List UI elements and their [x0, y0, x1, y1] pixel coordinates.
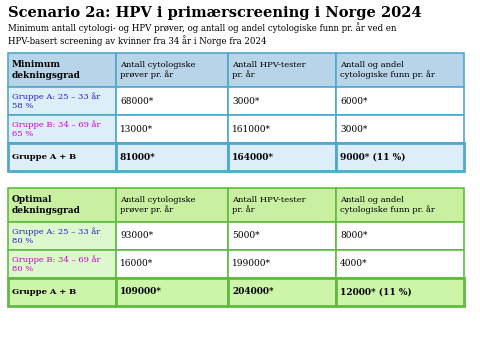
Text: Gruppe A + B: Gruppe A + B [12, 288, 76, 296]
Text: Gruppe B: 34 – 69 år
65 %: Gruppe B: 34 – 69 år 65 % [12, 120, 100, 138]
Bar [116, 87, 228, 115]
Text: 164000*: 164000* [232, 153, 274, 162]
Text: 4000*: 4000* [340, 260, 368, 269]
Text: 204000*: 204000* [232, 288, 274, 297]
Bar [8, 53, 116, 87]
Bar [228, 143, 336, 171]
Text: Gruppe B: 34 – 69 år
80 %: Gruppe B: 34 – 69 år 80 % [12, 255, 100, 273]
Bar [116, 250, 228, 278]
Text: 81000*: 81000* [120, 153, 156, 162]
Text: 9000* (11 %): 9000* (11 %) [340, 153, 406, 162]
Bar [228, 53, 336, 87]
Bar [228, 250, 336, 278]
Text: 6000*: 6000* [340, 96, 368, 105]
Bar [336, 222, 464, 250]
Bar [336, 188, 464, 222]
Text: Antall HPV-tester
pr. år: Antall HPV-tester pr. år [232, 196, 306, 214]
Bar [8, 278, 116, 306]
Bar [336, 115, 464, 143]
Bar [116, 115, 228, 143]
Bar [336, 87, 464, 115]
Text: 16000*: 16000* [120, 260, 153, 269]
Text: Gruppe A: 25 – 33 år
80 %: Gruppe A: 25 – 33 år 80 % [12, 227, 100, 245]
Text: Gruppe A: 25 – 33 år
58 %: Gruppe A: 25 – 33 år 58 % [12, 92, 100, 110]
Text: 3000*: 3000* [232, 96, 259, 105]
Text: 199000*: 199000* [232, 260, 271, 269]
Bar [336, 53, 464, 87]
Text: Minimum
dekningsgrad: Minimum dekningsgrad [12, 60, 81, 80]
Bar [8, 250, 116, 278]
Bar [116, 143, 228, 171]
Text: Antall cytologiske
prøver pr. år: Antall cytologiske prøver pr. år [120, 61, 195, 79]
Text: Antall og andel
cytologiske funn pr. år: Antall og andel cytologiske funn pr. år [340, 196, 435, 214]
Bar [336, 143, 464, 171]
Bar [8, 143, 116, 171]
Bar [8, 188, 116, 222]
Bar [116, 188, 228, 222]
Bar [228, 115, 336, 143]
Bar [116, 222, 228, 250]
Text: Antall og andel
cytologiske funn pr. år: Antall og andel cytologiske funn pr. år [340, 61, 435, 79]
Text: 5000*: 5000* [232, 231, 260, 240]
Bar [228, 188, 336, 222]
Text: 161000*: 161000* [232, 125, 271, 134]
Text: Minimum antall cytologi- og HPV prøver, og antall og andel cytologiske funn pr. : Minimum antall cytologi- og HPV prøver, … [8, 22, 396, 46]
Text: 68000*: 68000* [120, 96, 153, 105]
Text: 13000*: 13000* [120, 125, 153, 134]
Bar [8, 115, 116, 143]
Bar [228, 278, 336, 306]
Text: 12000* (11 %): 12000* (11 %) [340, 288, 412, 297]
Bar [336, 278, 464, 306]
Bar [228, 222, 336, 250]
Bar [336, 250, 464, 278]
Text: 93000*: 93000* [120, 231, 153, 240]
Bar [8, 222, 116, 250]
Text: 3000*: 3000* [340, 125, 367, 134]
Text: Antall cytologiske
prøver pr. år: Antall cytologiske prøver pr. år [120, 196, 195, 214]
Bar [116, 278, 228, 306]
Bar [116, 53, 228, 87]
Text: 109000*: 109000* [120, 288, 162, 297]
Bar [228, 87, 336, 115]
Bar [8, 87, 116, 115]
Text: 8000*: 8000* [340, 231, 368, 240]
Text: Scenario 2a: HPV i primærscreening i Norge 2024: Scenario 2a: HPV i primærscreening i Nor… [8, 6, 421, 20]
Text: Gruppe A + B: Gruppe A + B [12, 153, 76, 161]
Text: Optimal
dekningsgrad: Optimal dekningsgrad [12, 195, 81, 215]
Text: Antall HPV-tester
pr. år: Antall HPV-tester pr. år [232, 61, 306, 79]
